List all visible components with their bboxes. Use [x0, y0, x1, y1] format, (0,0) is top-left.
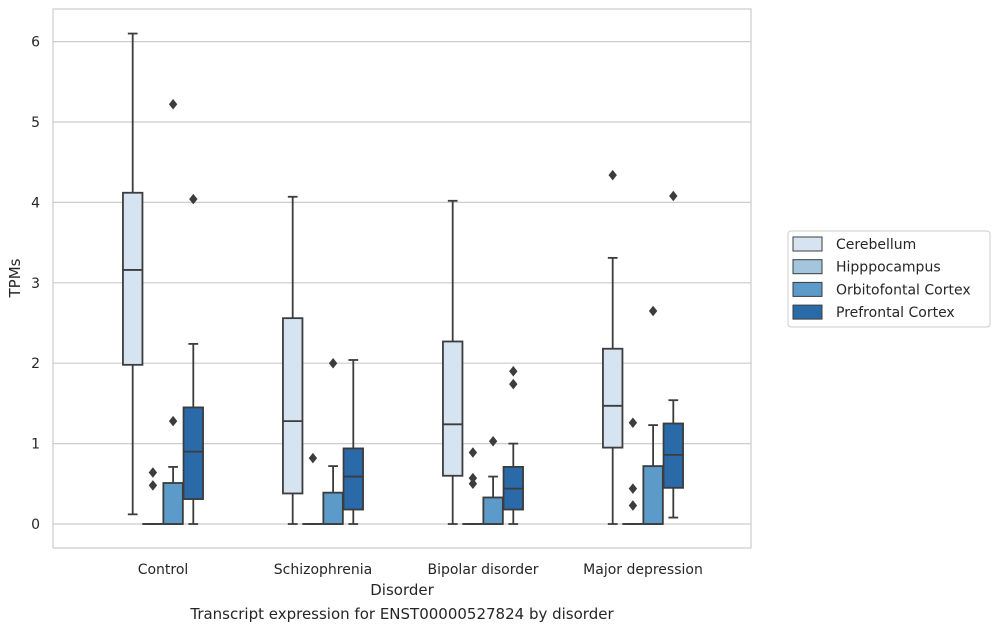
outlier-point: [509, 378, 518, 390]
outlier-point: [168, 415, 178, 427]
outlier-point: [628, 500, 638, 511]
y-tick-label: 5: [31, 115, 40, 131]
box-iqr: [602, 347, 624, 449]
outlier-point: [468, 478, 478, 490]
outlier-point: [488, 435, 498, 447]
box: [482, 435, 504, 525]
box-iqr: [122, 191, 144, 366]
y-axis-ticks: 0 1 2 3 4 5 6: [31, 35, 40, 533]
box: [322, 357, 344, 525]
legend-label: Hipppocampus: [836, 260, 941, 276]
box: [142, 467, 164, 525]
plot-area-frame: [52, 8, 752, 549]
box-iqr: [642, 465, 664, 525]
legend-label: Prefrontal Cortex: [836, 305, 955, 321]
box-iqr: [162, 482, 184, 525]
box: [442, 199, 464, 525]
box: [622, 417, 644, 525]
y-tick-label: 0: [31, 517, 40, 533]
y-tick-label: 2: [31, 356, 40, 372]
box: [182, 193, 204, 525]
box: [342, 359, 364, 525]
box-iqr: [322, 491, 344, 525]
box: [302, 452, 324, 525]
outlier-point: [628, 417, 638, 428]
chart-caption: Transcript expression for ENST0000052782…: [190, 605, 614, 623]
y-tick-label: 6: [31, 35, 40, 51]
y-axis-label: TPMs: [6, 258, 24, 298]
outlier-point: [509, 365, 518, 377]
outlier-point: [468, 447, 478, 458]
legend-frame: [787, 230, 991, 328]
outlier-point: [669, 190, 678, 202]
outlier-point: [148, 467, 158, 478]
box-iqr: [482, 496, 504, 525]
legend-swatch: [792, 259, 823, 275]
legend-label: Cerebellum: [836, 237, 916, 253]
box-iqr: [282, 317, 304, 495]
box: [462, 447, 484, 525]
box-series: [122, 32, 684, 525]
box: [502, 365, 524, 525]
outlier-point: [148, 480, 158, 491]
outlier-point: [328, 357, 338, 369]
box-iqr: [442, 340, 464, 477]
box-iqr: [342, 447, 364, 511]
outlier-point: [648, 305, 658, 317]
outlier-point: [628, 483, 638, 494]
legend-label: Orbitofontal Cortex: [836, 282, 971, 298]
y-tick-label: 1: [31, 437, 40, 453]
legend-swatch: [792, 281, 823, 297]
outlier-point: [168, 99, 178, 110]
outlier-point: [608, 169, 617, 181]
box: [642, 305, 664, 525]
box-iqr: [182, 406, 204, 500]
box: [162, 99, 184, 525]
x-axis-label: Disorder: [370, 581, 434, 599]
legend-swatch: [792, 236, 823, 252]
x-tick-label: Bipolar disorder: [427, 562, 538, 578]
x-tick-label: Control: [138, 562, 189, 578]
x-tick-label: Major depression: [583, 562, 703, 578]
outlier-point: [308, 452, 318, 464]
x-tick-label: Schizophrenia: [274, 562, 372, 578]
outlier-point: [189, 193, 198, 205]
y-tick-label: 4: [31, 195, 40, 211]
x-axis-ticks: Control Schizophrenia Bipolar disorder Majo…: [138, 562, 703, 578]
y-tick-label: 3: [31, 276, 40, 292]
gridlines: [53, 40, 751, 525]
box: [602, 169, 624, 525]
legend-swatch: [792, 304, 823, 320]
outlier-point: [468, 472, 478, 484]
legend: Cerebellum Hipppocampus Orbitofontal Corte…: [787, 230, 991, 328]
box: [122, 32, 144, 516]
box: [662, 190, 684, 519]
box: [282, 195, 304, 525]
